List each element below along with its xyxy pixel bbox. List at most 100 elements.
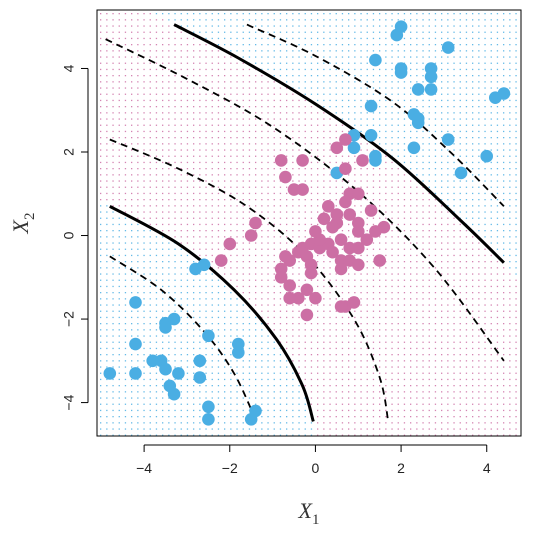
background-dot-purple bbox=[168, 168, 170, 170]
background-dot-blue bbox=[335, 112, 337, 114]
background-dot-blue bbox=[292, 422, 294, 424]
background-dot-blue bbox=[279, 378, 282, 381]
background-dot-blue bbox=[143, 416, 145, 418]
background-dot-purple bbox=[118, 31, 120, 33]
background-dot-purple bbox=[242, 242, 244, 244]
background-dot-purple bbox=[447, 267, 449, 269]
background-dot-purple bbox=[323, 180, 325, 182]
background-dot-purple bbox=[379, 310, 381, 312]
background-dot-purple bbox=[174, 230, 176, 232]
background-dot-blue bbox=[509, 87, 511, 89]
background-dot-purple bbox=[193, 223, 195, 226]
background-dot-blue bbox=[180, 279, 182, 281]
background-dot-purple bbox=[205, 50, 207, 52]
background-dot-blue bbox=[180, 391, 182, 393]
background-dot-blue bbox=[205, 391, 207, 393]
background-dot-purple bbox=[453, 335, 455, 337]
background-dot-blue bbox=[304, 56, 306, 58]
background-dot-purple bbox=[366, 143, 368, 145]
background-dot-purple bbox=[379, 354, 381, 356]
background-dot-purple bbox=[348, 285, 350, 288]
background-dot-purple bbox=[255, 199, 257, 201]
background-dot-purple bbox=[292, 242, 294, 244]
background-dot-blue bbox=[273, 416, 275, 418]
background-dot-purple bbox=[397, 416, 399, 418]
background-dot-blue bbox=[118, 248, 120, 250]
background-dot-purple bbox=[472, 335, 474, 337]
background-dot-blue bbox=[459, 192, 461, 195]
background-dot-purple bbox=[323, 285, 325, 288]
background-dot-blue bbox=[143, 428, 145, 430]
background-dot-blue bbox=[385, 56, 387, 58]
background-dot-purple bbox=[261, 230, 263, 232]
background-dot-purple bbox=[143, 217, 145, 219]
background-dot-blue bbox=[379, 25, 381, 27]
background-dot-blue bbox=[261, 428, 263, 430]
background-dot-purple bbox=[366, 409, 368, 412]
background-dot-blue bbox=[323, 25, 325, 27]
background-dot-blue bbox=[286, 62, 288, 64]
background-dot-blue bbox=[255, 391, 257, 393]
background-dot-purple bbox=[292, 310, 294, 312]
background-dot-purple bbox=[447, 366, 449, 368]
background-dot-purple bbox=[255, 205, 257, 207]
background-dot-blue bbox=[410, 87, 412, 89]
background-dot-blue bbox=[329, 87, 331, 89]
background-dot-purple bbox=[397, 354, 399, 356]
background-dot-blue bbox=[255, 403, 257, 405]
background-dot-blue bbox=[453, 99, 455, 102]
background-dot-blue bbox=[317, 99, 319, 102]
background-dot-purple bbox=[447, 335, 449, 337]
background-dot-purple bbox=[329, 118, 331, 120]
background-dot-purple bbox=[441, 298, 443, 300]
background-dot-blue bbox=[379, 99, 381, 102]
background-dot-purple bbox=[428, 385, 430, 387]
background-dot-purple bbox=[100, 81, 102, 83]
background-dot-purple bbox=[292, 230, 294, 232]
background-dot-purple bbox=[143, 199, 145, 201]
background-dot-purple bbox=[255, 93, 257, 95]
background-dot-purple bbox=[124, 31, 127, 33]
background-dot-purple bbox=[199, 242, 201, 244]
background-dot-purple bbox=[143, 112, 145, 114]
background-dot-blue bbox=[279, 428, 282, 430]
background-dot-purple bbox=[385, 211, 387, 213]
background-dot-blue bbox=[360, 62, 362, 64]
background-dot-purple bbox=[515, 323, 517, 325]
background-dot-blue bbox=[341, 37, 344, 40]
background-dot-purple bbox=[298, 323, 300, 325]
background-dot-purple bbox=[279, 217, 282, 219]
background-dot-purple bbox=[478, 335, 480, 337]
background-dot-blue bbox=[255, 50, 257, 52]
background-dot-blue bbox=[174, 273, 176, 275]
background-dot-purple bbox=[515, 378, 517, 381]
background-dot-purple bbox=[329, 137, 331, 139]
background-dot-purple bbox=[317, 341, 319, 343]
background-dot-purple bbox=[341, 434, 344, 436]
background-dot-blue bbox=[403, 44, 406, 46]
background-dot-purple bbox=[372, 223, 375, 226]
background-dot-purple bbox=[472, 428, 474, 430]
background-dot-purple bbox=[149, 68, 151, 71]
background-dot-purple bbox=[459, 223, 461, 226]
background-dot-purple bbox=[292, 130, 294, 133]
background-dot-purple bbox=[385, 217, 387, 219]
background-dot-purple bbox=[379, 316, 381, 319]
background-dot-blue bbox=[372, 93, 375, 95]
background-dot-purple bbox=[211, 223, 213, 226]
background-dot-purple bbox=[403, 192, 406, 195]
background-dot-purple bbox=[453, 304, 455, 306]
background-dot-purple bbox=[472, 292, 474, 294]
background-dot-blue bbox=[317, 81, 319, 83]
background-dot-purple bbox=[100, 155, 102, 157]
background-dot-blue bbox=[360, 124, 362, 126]
background-dot-purple bbox=[490, 298, 492, 300]
background-dot-purple bbox=[149, 155, 151, 157]
background-dot-purple bbox=[106, 112, 108, 114]
background-dot-purple bbox=[211, 199, 213, 201]
background-dot-blue bbox=[137, 254, 139, 257]
background-dot-blue bbox=[217, 310, 220, 312]
background-dot-purple bbox=[478, 372, 480, 374]
background-dot-blue bbox=[515, 62, 517, 64]
background-dot-blue bbox=[217, 378, 220, 381]
